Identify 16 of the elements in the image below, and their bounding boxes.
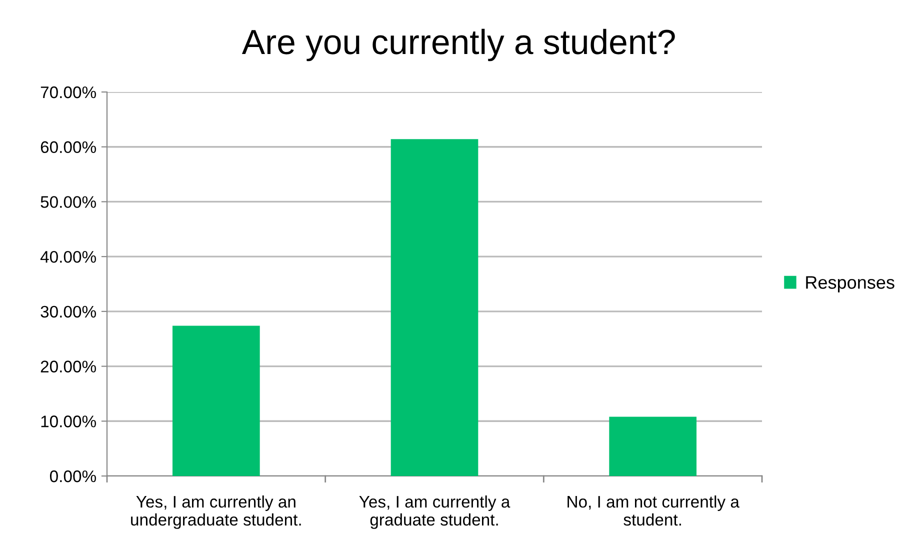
y-tick-label: 50.00%	[40, 196, 96, 208]
legend-label: Responses	[806, 276, 894, 292]
x-tick-label: No, I am not currently a student.	[568, 495, 740, 526]
y-tick-label: 40.00%	[40, 250, 96, 263]
y-tick-label: 10.00%	[41, 416, 96, 428]
chart-title: Are you currently a student?	[242, 28, 675, 62]
bar	[609, 416, 696, 476]
bar	[390, 139, 478, 476]
y-tick-label: 70.00%	[40, 86, 96, 98]
y-tick-label: 30.00%	[40, 306, 96, 318]
y-tick-label: 0.00%	[50, 470, 96, 482]
bar	[172, 326, 260, 476]
x-tick-label: Yes, I am currently a graduate student.	[359, 495, 510, 529]
y-tick-label: 60.00%	[40, 141, 96, 154]
y-tick-label: 20.00%	[40, 360, 96, 372]
x-tick-label: Yes, I am currently an undergraduate student.	[131, 495, 301, 529]
